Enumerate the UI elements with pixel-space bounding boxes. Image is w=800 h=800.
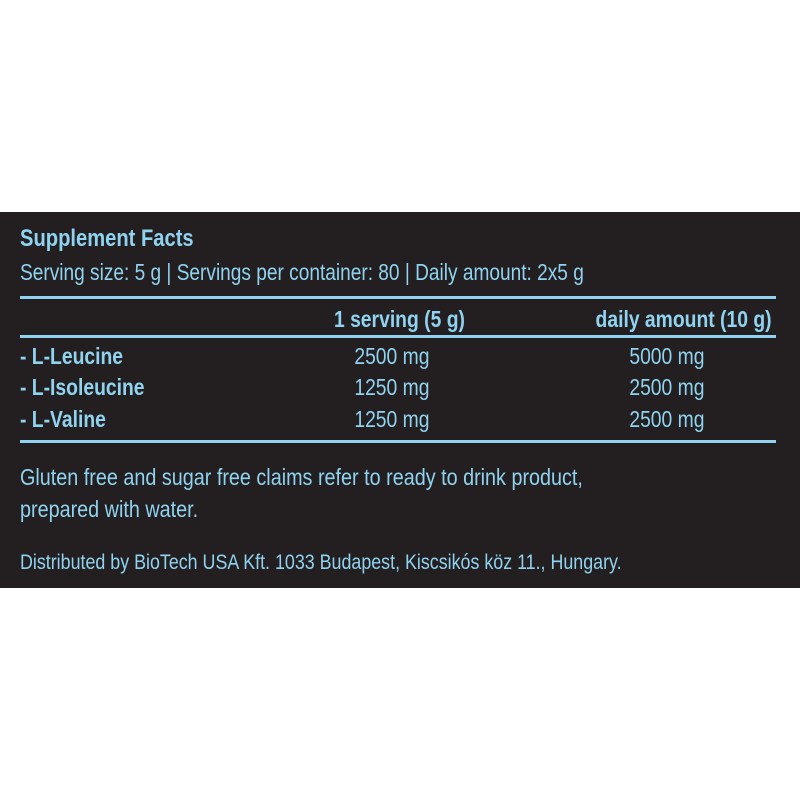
- divider: [20, 440, 776, 443]
- ingredient-serving: 1250 mg: [354, 406, 430, 432]
- column-header-serving: 1 serving (5 g): [334, 306, 465, 332]
- note-line-1: Gluten free and sugar free claims refer …: [20, 464, 583, 490]
- ingredient-name: - L-Valine: [20, 406, 106, 432]
- ingredient-serving: 2500 mg: [354, 343, 430, 369]
- ingredient-serving: 1250 mg: [354, 374, 430, 400]
- distributor-info: Distributed by BioTech USA Kft. 1033 Bud…: [20, 551, 622, 574]
- ingredient-daily: 5000 mg: [629, 343, 705, 369]
- supplement-facts-panel: Supplement Facts Serving size: 5 g | Ser…: [0, 212, 800, 588]
- divider: [20, 296, 776, 299]
- column-header-daily: daily amount (10 g): [595, 306, 772, 332]
- title: Supplement Facts: [20, 225, 194, 252]
- ingredient-name: - L-Isoleucine: [20, 374, 145, 400]
- ingredient-name: - L-Leucine: [20, 343, 124, 369]
- ingredient-daily: 2500 mg: [629, 374, 705, 400]
- ingredient-daily: 2500 mg: [629, 406, 705, 432]
- divider: [20, 335, 776, 338]
- note-line-2: prepared with water.: [20, 496, 199, 522]
- serving-info: Serving size: 5 g | Servings per contain…: [20, 259, 584, 285]
